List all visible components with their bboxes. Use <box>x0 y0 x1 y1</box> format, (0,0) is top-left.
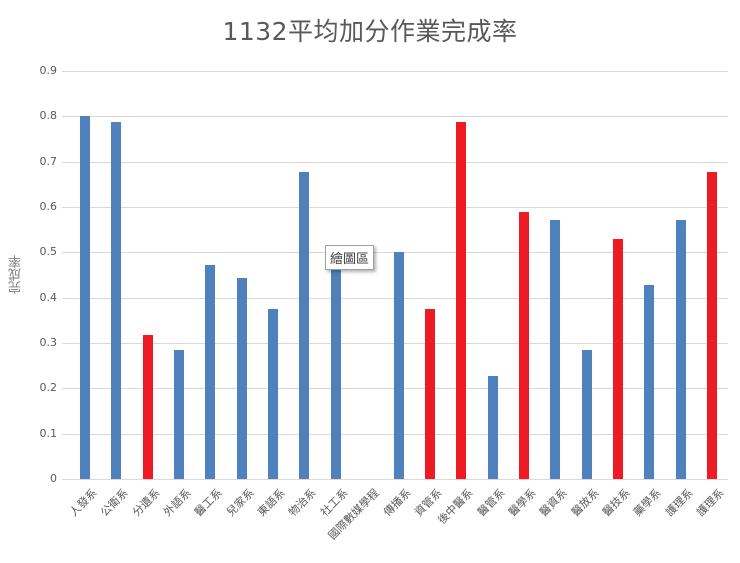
plot-area[interactable] <box>62 71 728 480</box>
y-tick-label: 0.9 <box>39 64 58 77</box>
bar[interactable] <box>330 265 341 479</box>
bar[interactable] <box>142 334 153 479</box>
bar[interactable] <box>393 252 404 479</box>
plot-area-tooltip: 繪圖區 <box>325 245 375 270</box>
x-tick-label: 兒家系 <box>223 486 257 519</box>
x-tick-label: 醫技系 <box>600 486 633 519</box>
x-tick-label: 分遺系 <box>129 486 163 519</box>
x-tick-label: 護理系 <box>662 486 696 519</box>
y-tick-label: 0.2 <box>39 381 58 395</box>
bar[interactable] <box>268 308 279 479</box>
bar[interactable] <box>111 122 122 479</box>
y-tick-label: 0.1 <box>39 426 58 440</box>
bar[interactable] <box>612 238 623 479</box>
y-tick-label: 0.5 <box>39 245 58 259</box>
bar[interactable] <box>707 171 717 479</box>
bar[interactable] <box>80 116 90 479</box>
bar[interactable] <box>299 171 310 479</box>
bar[interactable] <box>550 219 561 479</box>
x-tick-label: 傳播系 <box>380 486 414 519</box>
bar[interactable] <box>205 265 216 479</box>
bar[interactable] <box>581 349 592 479</box>
gridline <box>62 116 728 118</box>
bar[interactable] <box>174 349 185 479</box>
x-tick-label: 醫資系 <box>537 486 570 519</box>
x-tick-label: 醫管系 <box>474 486 508 519</box>
bar[interactable] <box>456 122 467 479</box>
chart-title: 1132平均加分作業完成率 <box>222 17 518 46</box>
x-tick-label: 外語系 <box>161 486 194 519</box>
y-tick-label: 0.4 <box>39 290 58 304</box>
y-tick-label: 0.6 <box>39 200 58 213</box>
gridline <box>62 161 728 163</box>
bar[interactable] <box>644 284 655 479</box>
bar[interactable] <box>236 277 247 479</box>
x-tick-label: 東語系 <box>255 486 288 519</box>
gridline <box>62 71 728 72</box>
gridline <box>62 479 728 480</box>
y-tick-label: 0 <box>50 472 57 485</box>
bar[interactable] <box>424 308 435 479</box>
y-axis-title: 完成率 <box>9 255 24 294</box>
x-tick-label: 公衛系 <box>98 486 131 519</box>
gridline <box>62 207 728 208</box>
x-tick-label: 醫放系 <box>568 486 602 519</box>
x-tick-label: 護理系 <box>694 486 727 519</box>
x-tick-label: 人發系 <box>67 486 100 519</box>
x-tick-label: 物治系 <box>286 486 320 519</box>
bar[interactable] <box>518 211 529 479</box>
bar[interactable] <box>487 375 498 479</box>
y-tick-label: 0.3 <box>39 336 58 349</box>
x-tick-label: 醫工系 <box>192 486 226 519</box>
x-tick-label: 醫學系 <box>505 486 539 519</box>
y-tick-label: 0.7 <box>39 154 58 168</box>
bar[interactable] <box>675 219 686 479</box>
x-tick-label: 藥學系 <box>631 486 664 519</box>
y-tick-label: 0.8 <box>39 109 58 123</box>
